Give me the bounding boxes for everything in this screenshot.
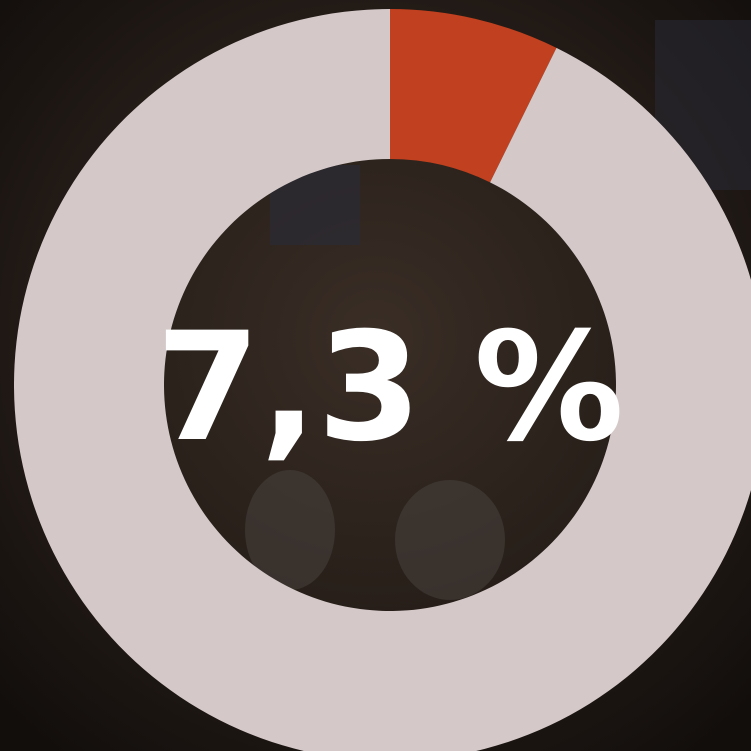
goose [395,480,505,600]
donut-segment [14,9,751,751]
goose [245,470,335,590]
value-label: 7,3 % [156,301,624,475]
donut-segment [390,9,557,183]
donut [14,9,751,751]
